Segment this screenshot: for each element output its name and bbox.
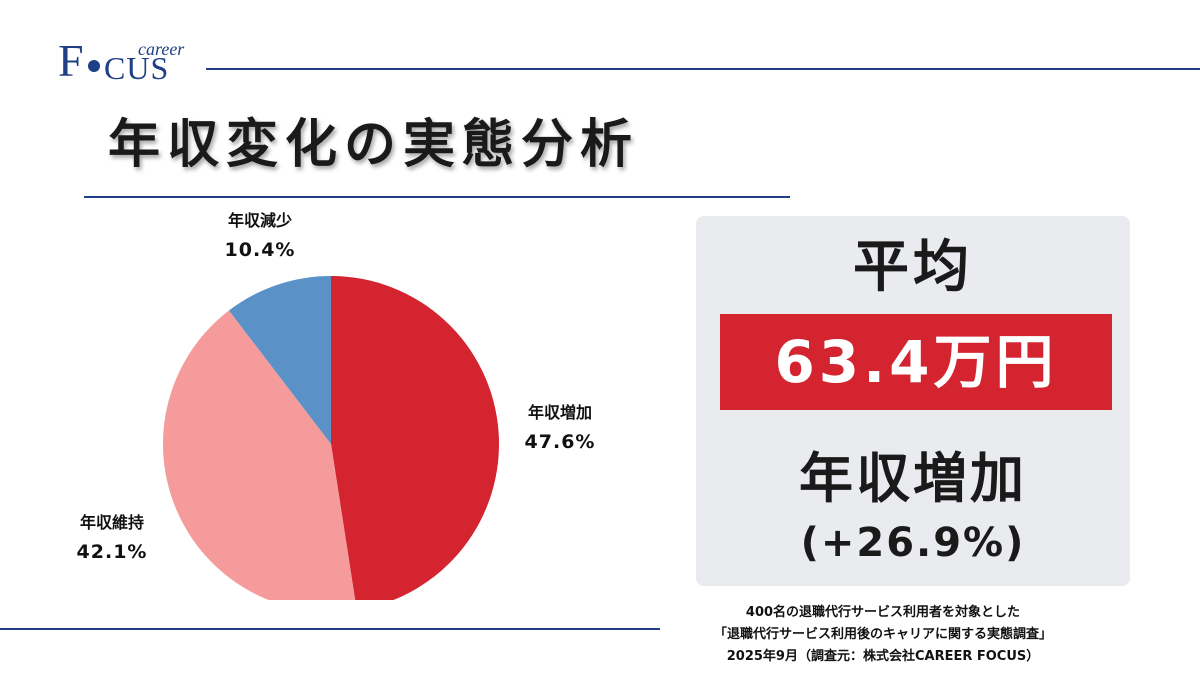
source-line-2: 「退職代行サービス利用後のキャリアに関する実態調査」 — [713, 627, 1052, 642]
average-label: 平均 — [853, 235, 973, 300]
average-amount: 63.4万円 — [720, 314, 1112, 410]
header-divider — [206, 68, 1200, 70]
footer-divider — [0, 628, 660, 630]
pie-slice-decrease — [228, 276, 331, 444]
logo-letter-f: F — [58, 35, 84, 86]
pie-slice-maintain — [163, 310, 356, 600]
pie-chart: 年収増加 47.6% 年収維持 42.1% 年収減少 10.4% — [77, 211, 596, 600]
logo-career-text: career — [138, 39, 185, 59]
change-label: 年収増加 — [799, 447, 1027, 510]
pie-value-maintain: 42.1% — [77, 541, 148, 563]
page-title: 年収変化の実態分析 — [108, 115, 640, 175]
source-line-1: 400名の退職代行サービス利用者を対象とした — [745, 605, 1021, 620]
summary-panel: 平均 63.4万円 年収増加 (+26.9%) — [696, 216, 1130, 586]
pie-slice-increase — [331, 276, 499, 600]
source-line-3: 2025年9月（調査元：株式会社CAREER FOCUS） — [726, 649, 1040, 664]
survey-source-note: 400名の退職代行サービス利用者を対象とした 「退職代行サービス利用後のキャリア… — [656, 602, 1110, 668]
change-percent: (+26.9%) — [800, 520, 1026, 566]
logo-dot-icon — [88, 60, 100, 72]
pie-value-decrease: 10.4% — [225, 239, 296, 261]
pie-value-increase: 47.6% — [525, 431, 596, 453]
title-underline — [84, 196, 790, 198]
pie-label-increase: 年収増加 — [528, 403, 592, 422]
pie-label-maintain: 年収維持 — [80, 513, 144, 532]
brand-logo: F CUS career — [58, 36, 188, 88]
pie-label-decrease: 年収減少 — [228, 211, 292, 230]
logo-letters-cus: CUS — [104, 50, 170, 86]
